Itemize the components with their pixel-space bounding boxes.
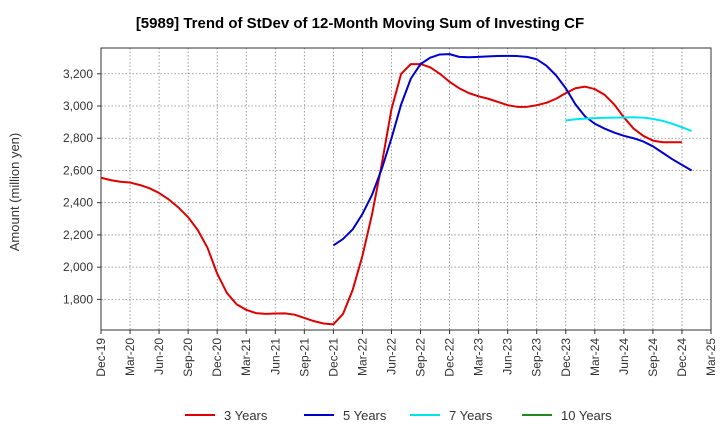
x-tick-label: Dec-21 bbox=[326, 338, 340, 377]
y-ticks: 1,800 2,000 2,200 2,400 2,600 2,800 3,000 3,200 bbox=[63, 67, 101, 306]
chart-title: [5989] Trend of StDev of 12-Month Moving… bbox=[136, 15, 584, 32]
x-tick-label: Dec-24 bbox=[675, 338, 689, 377]
series-line-7-years bbox=[565, 116, 692, 132]
y-tick-label: 2,800 bbox=[63, 131, 93, 145]
x-tick-label: Jun-22 bbox=[384, 338, 398, 375]
x-tick-label: Sep-20 bbox=[181, 338, 195, 377]
x-tick-label: Jun-23 bbox=[501, 338, 515, 375]
x-tick-label: Sep-22 bbox=[414, 338, 428, 377]
plot-area bbox=[100, 47, 712, 331]
x-tick-label: Sep-24 bbox=[646, 338, 660, 377]
x-tick-label: Dec-19 bbox=[94, 338, 108, 377]
y-tick-label: 3,000 bbox=[63, 99, 93, 113]
legend-label-7-years: 7 Years bbox=[449, 408, 493, 423]
x-tick-label: Mar-25 bbox=[704, 338, 718, 376]
x-tick-label: Mar-20 bbox=[123, 338, 137, 376]
x-tick-label: Mar-21 bbox=[239, 338, 253, 376]
y-tick-label: 3,200 bbox=[63, 67, 93, 81]
x-ticks: Dec-19 Mar-20 Jun-20 Sep-20 Dec-20 Mar-21 Jun-… bbox=[94, 330, 718, 377]
series-lines bbox=[100, 53, 693, 326]
legend-label-10-years: 10 Years bbox=[561, 408, 612, 423]
x-tick-label: Jun-21 bbox=[268, 338, 282, 375]
x-tick-label: Dec-23 bbox=[559, 338, 573, 377]
series-line-5-years bbox=[332, 53, 693, 247]
x-tick-label: Dec-20 bbox=[210, 338, 224, 377]
x-tick-label: Dec-22 bbox=[443, 338, 457, 377]
y-axis-label: Amount (million yen) bbox=[7, 133, 22, 252]
legend: 3 Years 5 Years 7 Years 10 Years bbox=[185, 408, 612, 423]
y-tick-label: 2,200 bbox=[63, 228, 93, 242]
x-tick-label: Jun-24 bbox=[617, 338, 631, 375]
grid bbox=[100, 48, 712, 330]
y-tick-label: 2,400 bbox=[63, 196, 93, 210]
x-tick-label: Sep-21 bbox=[297, 338, 311, 377]
y-tick-label: 1,800 bbox=[63, 292, 93, 306]
y-tick-label: 2,000 bbox=[63, 260, 93, 274]
legend-label-5-years: 5 Years bbox=[343, 408, 387, 423]
x-tick-label: Sep-23 bbox=[530, 338, 544, 377]
x-tick-label: Mar-22 bbox=[355, 338, 369, 376]
y-tick-label: 2,600 bbox=[63, 163, 93, 177]
series-line-3-years bbox=[100, 63, 682, 326]
x-tick-label: Mar-23 bbox=[472, 338, 486, 376]
x-tick-label: Jun-20 bbox=[152, 338, 166, 375]
x-tick-label: Mar-24 bbox=[588, 338, 602, 376]
legend-label-3-years: 3 Years bbox=[224, 408, 268, 423]
